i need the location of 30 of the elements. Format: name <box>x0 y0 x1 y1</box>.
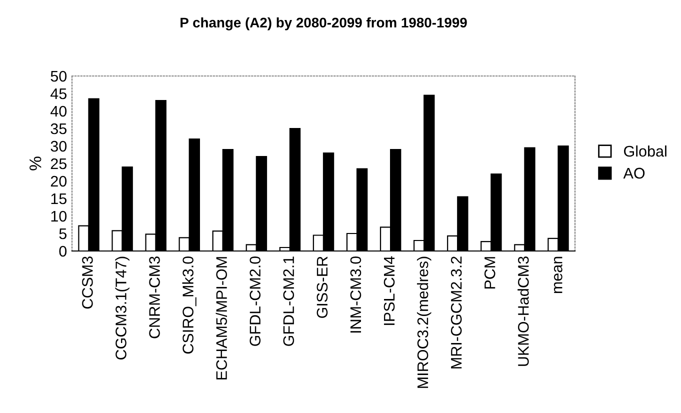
legend-label: AO <box>623 168 645 179</box>
x-tick-label: GISS-ER <box>316 256 328 318</box>
y-tick-label: 50 <box>50 70 67 82</box>
x-tick-label: mean <box>554 256 562 294</box>
y-tick-label: 20 <box>50 176 67 187</box>
x-tick-label: CGCM3.1(T47) <box>115 256 130 360</box>
x-tick-label: MIROC3.2(medres) <box>416 256 432 388</box>
x-tick-label: MRI-CGCM2.3.2 <box>450 256 462 368</box>
x-tick-label: INM-CM3.0 <box>350 256 362 333</box>
chart-title: P change (A2) by 2080-2099 from 1980-1999 <box>180 17 467 30</box>
y-axis-title: % <box>30 156 42 170</box>
x-tick-label: CNRM-CM3 <box>149 256 160 338</box>
x-tick-label: CCSM3 <box>82 256 93 309</box>
y-tick-label: 45 <box>50 88 66 100</box>
y-tick-label: 10 <box>51 210 67 222</box>
x-tick-label: PCM <box>484 257 496 289</box>
x-tick-label: UKMO-HadCM3 <box>518 256 529 366</box>
x-tick-label: IPSL-CM4 <box>384 256 395 325</box>
x-tick-label: GFDL-CM2.0 <box>250 256 261 346</box>
x-tick-label: GFDL-CM2.1 <box>283 256 294 346</box>
x-tick-label: ECHAM5/MPI-OM <box>216 257 227 380</box>
y-tick-label: 30 <box>50 140 67 152</box>
legend-label: Global <box>624 145 666 157</box>
y-tick-label: 15 <box>51 194 66 204</box>
y-tick-label: 25 <box>50 158 66 170</box>
y-tick-label: 35 <box>50 123 66 134</box>
y-tick-label: 40 <box>50 106 67 117</box>
x-tick-label: CSIRO_Mk3.0 <box>182 256 196 354</box>
y-tick-label: 0 <box>59 246 67 257</box>
y-tick-label: 5 <box>59 228 66 240</box>
